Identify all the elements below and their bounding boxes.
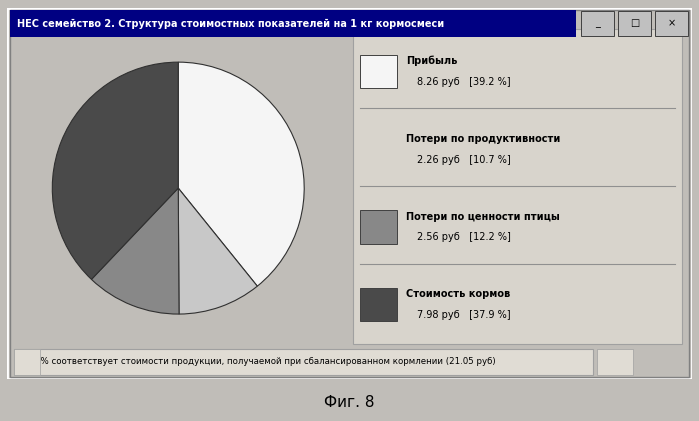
Text: Стоимость кормов: Стоимость кормов: [406, 289, 510, 299]
Text: 8.26 руб   [39.2 %]: 8.26 руб [39.2 %]: [417, 77, 510, 87]
Wedge shape: [52, 62, 178, 280]
FancyBboxPatch shape: [14, 349, 40, 375]
Text: Прибыль: Прибыль: [406, 56, 458, 66]
Text: Фиг. 8: Фиг. 8: [324, 394, 375, 410]
FancyBboxPatch shape: [581, 11, 614, 36]
Text: Потери по ценности птицы: Потери по ценности птицы: [406, 212, 560, 221]
FancyBboxPatch shape: [360, 55, 398, 88]
FancyBboxPatch shape: [353, 29, 682, 344]
FancyBboxPatch shape: [598, 349, 633, 375]
Wedge shape: [178, 62, 304, 286]
Text: 2.26 руб   [10.7 %]: 2.26 руб [10.7 %]: [417, 155, 510, 165]
FancyBboxPatch shape: [360, 288, 398, 322]
Text: НЕС семейство 2. Структура стоимостных показателей на 1 кг кормосмеси: НЕС семейство 2. Структура стоимостных п…: [17, 19, 445, 29]
FancyBboxPatch shape: [618, 11, 651, 36]
Wedge shape: [92, 188, 179, 314]
FancyBboxPatch shape: [655, 11, 688, 36]
Wedge shape: [178, 188, 257, 314]
Text: ×: ×: [668, 18, 675, 28]
Text: Потери по продуктивности: Потери по продуктивности: [406, 134, 561, 144]
Text: 100% соответствует стоимости продукции, получаемой при сбалансированном кормлени: 100% соответствует стоимости продукции, …: [24, 357, 496, 366]
Text: _: _: [595, 18, 600, 28]
Text: 7.98 руб   [37.9 %]: 7.98 руб [37.9 %]: [417, 310, 510, 320]
Text: □: □: [630, 18, 639, 28]
FancyBboxPatch shape: [14, 349, 593, 375]
FancyBboxPatch shape: [360, 210, 398, 244]
FancyBboxPatch shape: [10, 10, 575, 37]
Text: 2.56 руб   [12.2 %]: 2.56 руб [12.2 %]: [417, 232, 510, 242]
